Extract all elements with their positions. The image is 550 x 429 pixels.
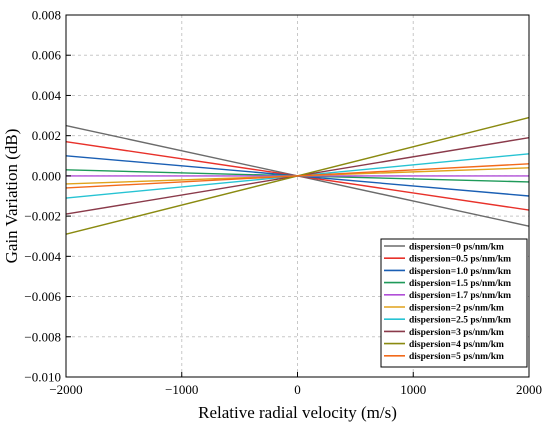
y-tick-label: −0.006 [24,289,61,304]
axis-ticks: −2000 −1000 0 1000 2000 0.008 0.006 0.004 0.002 0… [24,8,542,398]
y-axis-title: Gain Variation (dB) [2,129,21,264]
y-tick-label: 0.002 [32,128,61,143]
legend-label: dispersion=2 ps/nm/km [409,303,504,313]
x-axis-title: Relative radial velocity (m/s) [198,403,397,422]
x-tick-label: 1000 [400,382,426,397]
x-tick-label: −1000 [165,382,198,397]
legend-label: dispersion=0 ps/nm/km [409,242,504,252]
legend-label: dispersion=1.5 ps/nm/km [409,279,511,289]
legend-label: dispersion=2.5 ps/nm/km [409,316,511,326]
legend-label: dispersion=4 ps/nm/km [409,340,504,350]
y-tick-label: 0.000 [32,168,61,183]
data-series [65,116,530,235]
legend-label: dispersion=3 ps/nm/km [409,328,504,338]
series-line-9 [65,163,530,189]
legend-label: dispersion=1.0 ps/nm/km [409,267,511,277]
x-tick-label: −2000 [49,382,82,397]
legend: dispersion=0 ps/nm/km dispersion=0.5 ps/n… [380,238,528,368]
y-tick-label: −0.010 [24,370,61,385]
x-tick-label: 2000 [516,382,542,397]
legend-box [380,238,528,368]
legend-label: dispersion=0.5 ps/nm/km [409,255,511,265]
y-tick-label: −0.002 [24,209,61,224]
y-tick-label: −0.008 [24,329,61,344]
legend-label: dispersion=1.7 ps/nm/km [409,291,511,301]
y-tick-label: 0.008 [32,8,61,23]
x-tick-label: 0 [294,382,301,397]
y-tick-label: 0.004 [32,88,62,103]
legend-label: dispersion=5 ps/nm/km [409,352,504,362]
y-tick-label: −0.004 [24,249,61,264]
y-tick-label: 0.006 [32,48,62,63]
